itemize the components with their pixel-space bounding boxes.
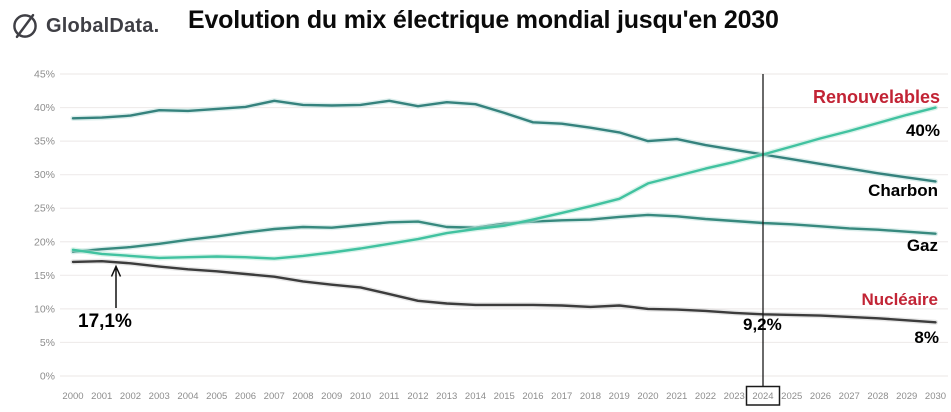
line-renouvelables	[71, 106, 937, 260]
x-tick-label: 2015	[494, 391, 515, 402]
y-tick-label: 5%	[40, 337, 55, 349]
x-tick-label: 2023	[724, 391, 745, 402]
x-tick-label: 2030	[925, 391, 946, 402]
y-tick-label: 10%	[34, 303, 55, 315]
value-label-nucleaire-2001: 17,1%	[78, 311, 132, 332]
series-label-nucleaire: Nucléaire	[861, 290, 938, 309]
x-tick-label: 2006	[235, 391, 256, 402]
value-label-nucleaire-2024: 9,2%	[743, 315, 782, 334]
y-tick-label: 35%	[34, 136, 55, 148]
y-tick-label: 30%	[34, 169, 55, 181]
x-tick-label: 2012	[407, 391, 428, 402]
globaldata-logo-text: GlobalData.	[46, 14, 160, 37]
page-title: Evolution du mix électrique mondial jusq…	[188, 6, 779, 34]
axis-labels: 0% 5% 10% 15% 20% 25% 30% 35% 40% 45% 2000 2001 2002…	[34, 69, 946, 406]
line-charbon	[71, 99, 937, 183]
x-tick-label: 2002	[120, 391, 141, 402]
x-tick-label: 2003	[149, 391, 170, 402]
x-tick-label: 2022	[695, 391, 716, 402]
x-tick-label: 2025	[781, 391, 802, 402]
x-tick-label: 2020	[637, 391, 658, 402]
globaldata-logo-icon	[13, 13, 37, 39]
y-tick-label: 20%	[34, 236, 55, 248]
y-tick-label: 15%	[34, 270, 55, 282]
y-tick-label: 25%	[34, 203, 55, 215]
x-tick-label: 2013	[436, 391, 457, 402]
x-tick-label: 2010	[350, 391, 371, 402]
x-tick-label: 2028	[867, 391, 888, 402]
series-label-gaz: Gaz	[906, 236, 938, 255]
x-tick-label: 2029	[896, 391, 917, 402]
x-tick-label: 2008	[292, 391, 313, 402]
y-tick-label: 0%	[40, 371, 55, 383]
x-tick-label: 2004	[177, 391, 198, 402]
x-tick-label: 2024	[752, 391, 773, 402]
year-2024-box	[745, 385, 781, 406]
x-tick-label: 2018	[580, 391, 601, 402]
x-tick-label: 2014	[465, 391, 486, 402]
series-label-charbon: Charbon	[868, 181, 938, 200]
arrow-annotation-17-percent	[110, 264, 122, 308]
line-nucleaire	[71, 260, 937, 324]
x-tick-label: 2021	[666, 391, 687, 402]
x-tick-label: 2016	[522, 391, 543, 402]
value-label-nucleaire-2030: 8%	[914, 328, 939, 347]
value-label-renouvelables-2030: 40%	[905, 121, 940, 140]
grid-lines	[60, 73, 948, 377]
x-tick-label: 2005	[206, 391, 227, 402]
x-tick-label: 2000	[62, 391, 83, 402]
y-tick-label: 40%	[34, 102, 55, 114]
x-tick-label: 2017	[551, 391, 572, 402]
series-lines	[70, 98, 939, 325]
x-tick-label: 2027	[839, 391, 860, 402]
x-tick-label: 2019	[609, 391, 630, 402]
series-label-renouvelables: Renouvelables	[812, 87, 940, 107]
line-gaz	[71, 213, 937, 254]
x-tick-label: 2001	[91, 391, 112, 402]
x-tick-label: 2009	[321, 391, 342, 402]
x-tick-label: 2007	[264, 391, 285, 402]
globaldata-logo: GlobalData.	[10, 11, 159, 41]
x-tick-label: 2026	[810, 391, 831, 402]
x-tick-label: 2011	[379, 391, 399, 402]
line-halo-gaz	[70, 212, 939, 255]
y-tick-label: 45%	[34, 69, 55, 81]
